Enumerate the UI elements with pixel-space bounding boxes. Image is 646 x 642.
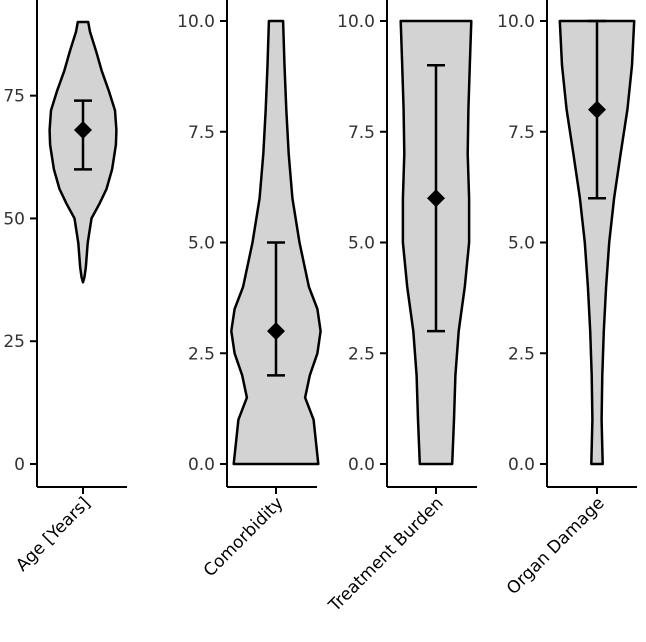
panel-1: 0 25 50 75 Age [Years] bbox=[3, 0, 127, 576]
y-tick-label: 0 bbox=[14, 455, 25, 475]
y-tick-label: 0.0 bbox=[188, 455, 215, 475]
point-estimate-marker bbox=[74, 121, 92, 140]
point-estimate-marker bbox=[427, 189, 445, 208]
y-tick-label: 25 bbox=[3, 332, 25, 352]
y-tick-label: 10.0 bbox=[177, 12, 215, 32]
category-label: Comorbidity bbox=[200, 493, 288, 581]
panel-2: 0.0 2.5 5.0 7.5 10.0 Comorbidity bbox=[177, 0, 322, 581]
category-label: Age [Years] bbox=[12, 493, 94, 575]
y-tick-label: 5.0 bbox=[348, 234, 375, 254]
panel-4: 0.0 2.5 5.0 7.5 10.0 Organ Damage bbox=[497, 0, 637, 599]
y-tick-label: 5.0 bbox=[188, 234, 215, 254]
y-tick-label: 2.5 bbox=[348, 344, 375, 364]
y-tick-label: 50 bbox=[3, 209, 25, 229]
y-tick-label: 2.5 bbox=[508, 344, 535, 364]
point-estimate-marker bbox=[588, 100, 606, 119]
y-tick-label: 7.5 bbox=[188, 123, 215, 143]
y-tick-label: 75 bbox=[3, 87, 25, 107]
violin-shape bbox=[558, 19, 636, 466]
y-tick-label: 0.0 bbox=[508, 455, 535, 475]
category-label: Organ Damage bbox=[503, 493, 609, 599]
panel-3: 0.0 2.5 5.0 7.5 10.0 Treatment Burden bbox=[324, 0, 477, 616]
y-tick-label: 10.0 bbox=[337, 12, 375, 32]
y-tick-label: 0.0 bbox=[348, 455, 375, 475]
y-tick-label: 2.5 bbox=[188, 344, 215, 364]
y-tick-label: 10.0 bbox=[497, 12, 535, 32]
point-estimate-marker bbox=[267, 322, 285, 341]
y-tick-label: 5.0 bbox=[508, 234, 535, 254]
y-tick-label: 7.5 bbox=[508, 123, 535, 143]
y-tick-label: 7.5 bbox=[348, 123, 375, 143]
category-label: Treatment Burden bbox=[324, 493, 447, 616]
